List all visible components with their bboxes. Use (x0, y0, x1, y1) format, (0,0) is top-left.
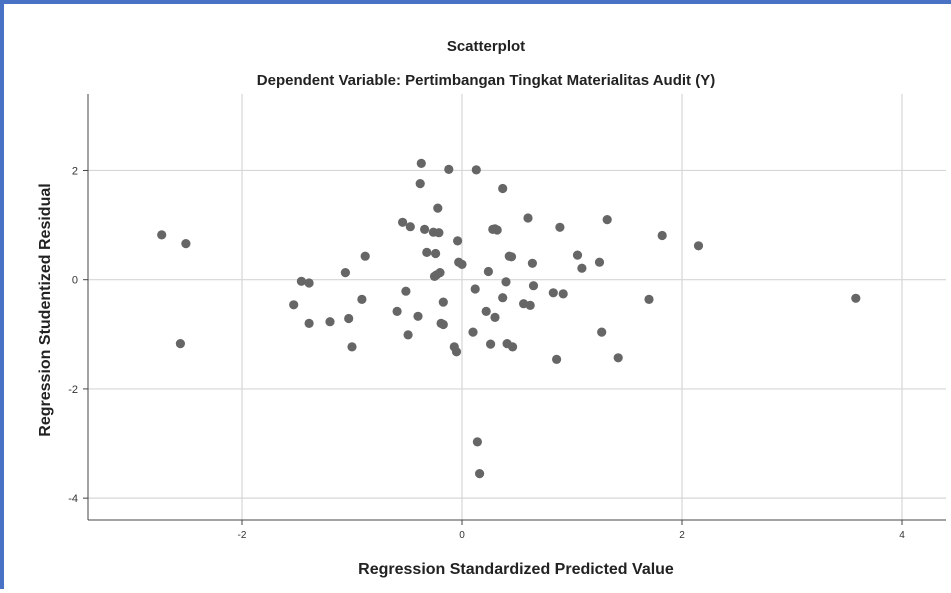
scatter-point (304, 318, 314, 328)
scatter-point (347, 342, 357, 352)
scatter-point (344, 313, 354, 324)
scatter-point (422, 247, 432, 257)
scatter-point (457, 259, 467, 269)
scatter-point (602, 215, 612, 225)
scatter-point (492, 225, 502, 235)
scatter-point (486, 339, 496, 349)
x-tick-label: 4 (899, 530, 905, 541)
chart-subtitle: Dependent Variable: Pertimbangan Tingkat… (257, 72, 715, 89)
scatter-point (392, 306, 402, 316)
scatter-point (444, 164, 454, 174)
x-tick-label: -2 (238, 530, 247, 541)
scatter-point (597, 327, 607, 337)
scatter-point (657, 230, 667, 241)
scatter-point (438, 297, 448, 307)
scatter-point (304, 278, 314, 288)
scatter-point (360, 251, 370, 261)
scatter-point (438, 319, 448, 330)
scatter-point (506, 252, 517, 262)
x-tick-label: 2 (679, 530, 685, 541)
scatter-point (433, 203, 443, 213)
scatter-point (434, 228, 444, 238)
scatter-point (289, 300, 299, 310)
scatter-point (508, 342, 518, 352)
tick-layer: -2 0 2 4 -4 -2 0 2 (68, 165, 905, 541)
scatter-point (693, 241, 704, 251)
scatter-point (415, 179, 425, 189)
scatter-point (555, 222, 565, 232)
x-axis-label: Regression Standardized Predicted Value (358, 561, 674, 578)
scatter-point (644, 294, 654, 304)
chart-title: Scatterplot (447, 38, 525, 55)
scatter-point (181, 239, 191, 249)
scatter-point (357, 294, 367, 304)
scatter-point (552, 354, 562, 364)
scatter-point (468, 327, 478, 337)
scatter-point (481, 306, 491, 316)
y-axis-label: Regression Studentized Residual (37, 183, 54, 436)
scatter-point (296, 276, 306, 286)
y-tick-label: -2 (68, 384, 78, 396)
scatter-point (613, 353, 623, 363)
scatter-point (548, 288, 558, 298)
scatter-point (403, 330, 413, 340)
scatter-point (435, 268, 445, 278)
scatter-point (525, 300, 535, 310)
axis-layer (83, 94, 946, 525)
y-tick-label: 2 (72, 165, 78, 177)
scatter-point (577, 263, 587, 273)
scatter-point (416, 158, 426, 168)
scatter-point (420, 224, 430, 234)
grid-layer (88, 94, 946, 520)
y-tick-label: 0 (72, 275, 78, 287)
y-tick-label: -4 (68, 493, 78, 505)
scatter-point (501, 277, 511, 287)
scatter-point (523, 213, 533, 223)
scatter-point (472, 437, 482, 447)
scatter-point (175, 339, 185, 349)
scatter-point (453, 236, 463, 246)
scatter-point (431, 248, 441, 259)
scatter-point (558, 289, 568, 299)
scatter-point (413, 311, 423, 321)
scatter-point (325, 317, 335, 327)
x-tick-label: 0 (459, 530, 465, 541)
scatter-point (498, 183, 508, 194)
scatter-point (527, 258, 538, 268)
scatter-point (398, 217, 408, 227)
scatter-point (401, 286, 411, 296)
scatter-chart: -2 0 2 4 -4 -2 0 2 Scatterplot Dependent Variab… (37, 38, 946, 578)
scatter-point (471, 165, 481, 175)
scatter-point (528, 281, 539, 291)
scatter-point (475, 469, 485, 479)
scatter-point (157, 230, 167, 240)
scatter-point (405, 222, 415, 232)
scatter-point (490, 312, 500, 322)
scatter-point (470, 284, 480, 294)
scatter-point (594, 257, 605, 267)
scatter-point (851, 293, 861, 303)
scatter-point (483, 266, 493, 277)
point-layer (157, 158, 861, 479)
scatter-point (572, 250, 583, 260)
scatter-point (498, 293, 508, 303)
scatter-point (451, 347, 462, 357)
scatter-point (340, 268, 350, 278)
